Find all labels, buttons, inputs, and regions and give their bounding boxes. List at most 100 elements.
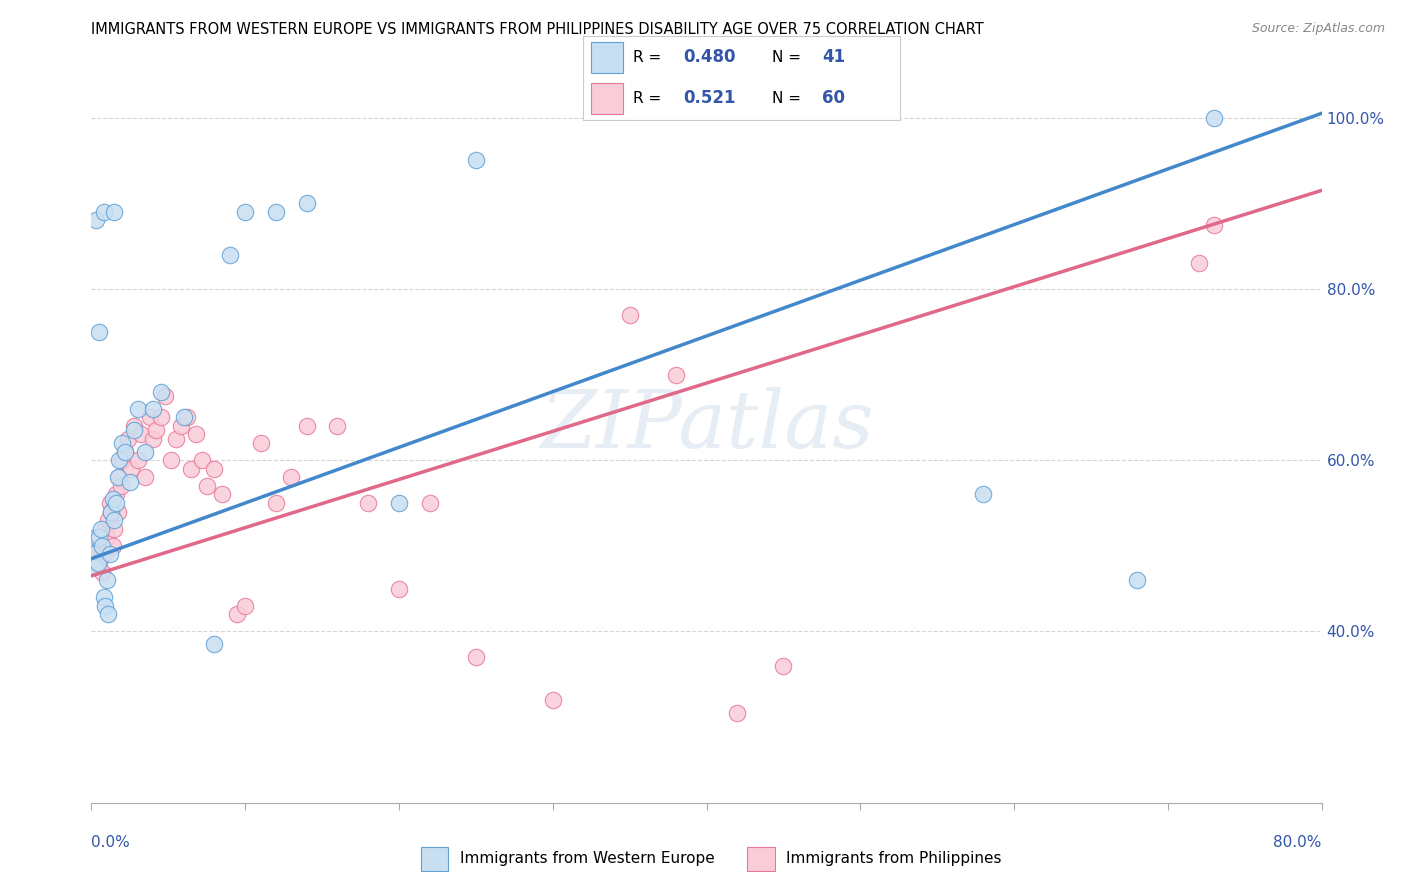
Point: [134, 470, 156, 484]
Point: [111, 453, 134, 467]
Point: [103, 522, 125, 536]
Point: [103, 513, 125, 527]
Point: [105, 487, 127, 501]
Point: [1202, 111, 1225, 125]
Point: [86, 556, 108, 570]
Point: [97, 513, 120, 527]
Point: [160, 453, 183, 467]
Point: [108, 453, 131, 467]
Point: [96, 530, 118, 544]
Point: [93, 204, 115, 219]
Text: 0.521: 0.521: [683, 89, 735, 107]
Point: [124, 423, 146, 437]
Point: [419, 496, 441, 510]
Point: [184, 427, 207, 442]
Point: [1126, 573, 1149, 587]
Point: [142, 401, 165, 416]
Point: [665, 368, 688, 382]
Point: [772, 658, 794, 673]
Point: [191, 453, 214, 467]
Point: [211, 487, 233, 501]
Text: 41: 41: [823, 48, 845, 66]
Text: IMMIGRANTS FROM WESTERN EUROPE VS IMMIGRANTS FROM PHILIPPINES DISABILITY AGE OVE: IMMIGRANTS FROM WESTERN EUROPE VS IMMIGR…: [91, 22, 984, 37]
Point: [149, 384, 172, 399]
Point: [87, 556, 110, 570]
Point: [124, 419, 146, 434]
Point: [105, 496, 127, 510]
Point: [464, 650, 486, 665]
Point: [165, 432, 187, 446]
Point: [295, 419, 318, 434]
Point: [87, 530, 110, 544]
Point: [972, 487, 994, 501]
Point: [90, 539, 112, 553]
Point: [82, 548, 104, 562]
Text: R =: R =: [633, 50, 665, 65]
Text: ZIPatlas: ZIPatlas: [540, 387, 873, 465]
Point: [134, 444, 156, 458]
Point: [202, 462, 225, 476]
Point: [84, 213, 107, 227]
Point: [84, 539, 107, 553]
Point: [93, 591, 115, 605]
Point: [233, 204, 256, 219]
Point: [101, 539, 124, 553]
Text: 0.480: 0.480: [683, 48, 735, 66]
Point: [176, 410, 198, 425]
Point: [326, 419, 349, 434]
Point: [107, 505, 129, 519]
Point: [619, 308, 641, 322]
Point: [226, 607, 249, 622]
Point: [120, 462, 142, 476]
Point: [118, 475, 141, 489]
Point: [96, 573, 118, 587]
Point: [98, 496, 121, 510]
Point: [94, 599, 117, 613]
Point: [127, 401, 149, 416]
Point: [180, 462, 202, 476]
Point: [1202, 218, 1225, 232]
Point: [87, 325, 110, 339]
Point: [86, 530, 108, 544]
Bar: [592, 83, 623, 113]
Point: [295, 196, 318, 211]
Point: [357, 496, 380, 510]
Point: [149, 410, 172, 425]
Point: [388, 496, 411, 510]
Point: [464, 153, 486, 168]
Point: [91, 565, 114, 579]
Point: [249, 436, 271, 450]
Point: [195, 479, 218, 493]
Text: R =: R =: [633, 91, 665, 106]
Text: Immigrants from Philippines: Immigrants from Philippines: [786, 852, 1001, 866]
Point: [110, 479, 132, 493]
Point: [264, 496, 287, 510]
Point: [82, 548, 104, 562]
Point: [103, 204, 125, 219]
Point: [93, 548, 115, 562]
Point: [169, 419, 191, 434]
Text: N =: N =: [772, 91, 806, 106]
Point: [114, 444, 136, 458]
Point: [145, 423, 167, 437]
Point: [98, 548, 121, 562]
Point: [129, 427, 152, 442]
Point: [108, 470, 131, 484]
Point: [117, 432, 139, 446]
Text: 80.0%: 80.0%: [1274, 836, 1322, 850]
Point: [264, 204, 287, 219]
Point: [202, 637, 225, 651]
Point: [90, 522, 112, 536]
Point: [153, 389, 177, 403]
Point: [97, 607, 120, 622]
Text: N =: N =: [772, 50, 806, 65]
Point: [173, 410, 195, 425]
Point: [218, 247, 240, 261]
Point: [388, 582, 411, 596]
Text: 0.0%: 0.0%: [91, 836, 131, 850]
Point: [91, 539, 114, 553]
Text: 60: 60: [823, 89, 845, 107]
Bar: [592, 43, 623, 73]
Point: [101, 491, 124, 506]
Point: [233, 599, 256, 613]
